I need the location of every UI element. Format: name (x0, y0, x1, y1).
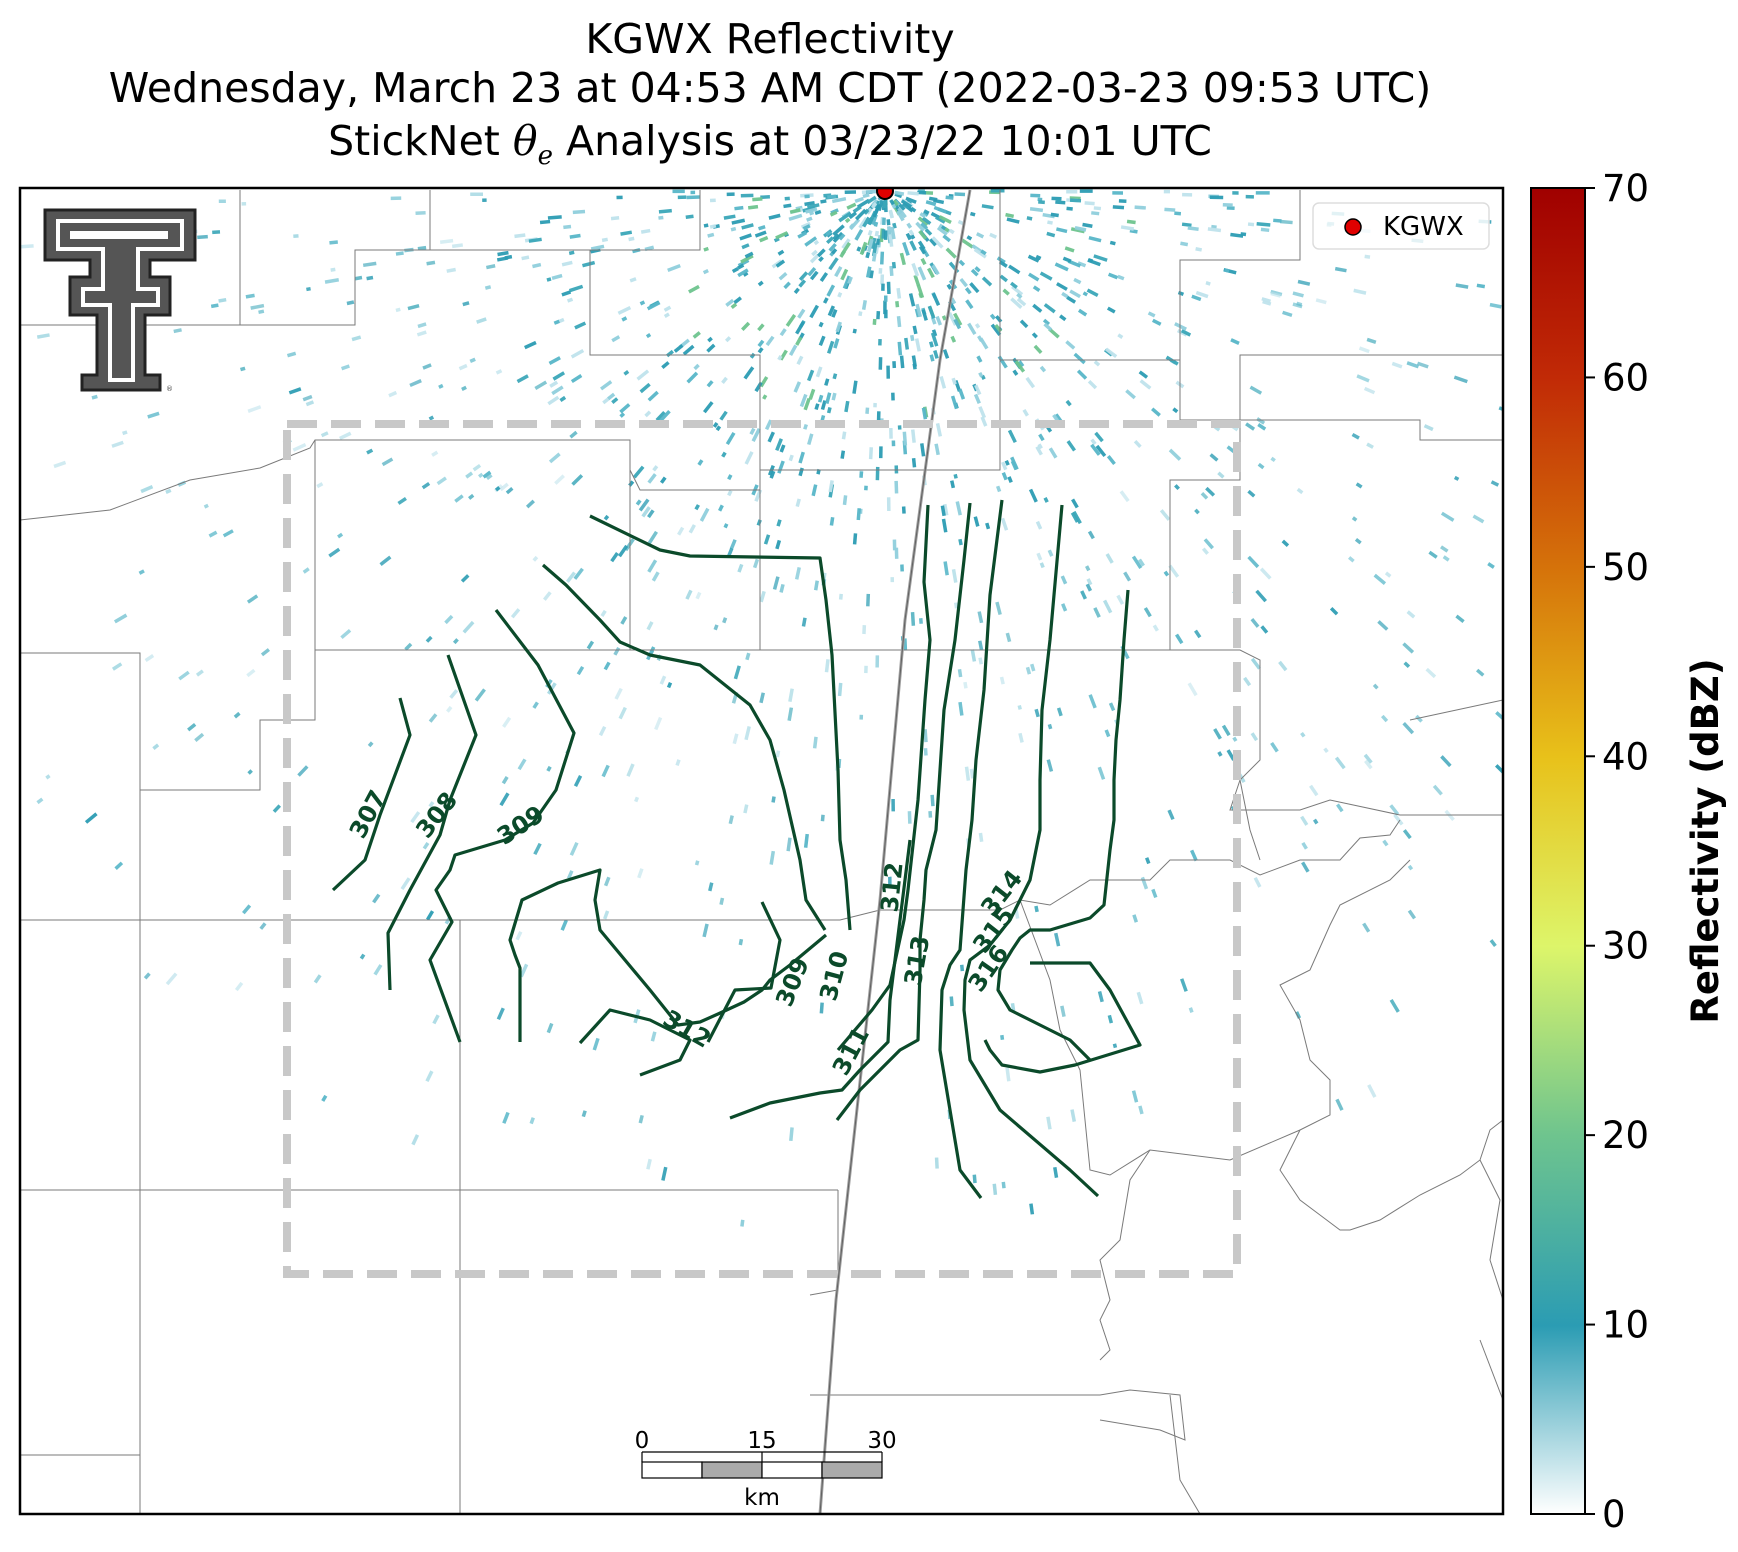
analysis-prefix: StickNet (328, 117, 513, 165)
contour-314 (938, 499, 1004, 1199)
map-title: KGWX Reflectivity (585, 15, 955, 63)
map-area: 307 308 309 309 310 311 312 312 313 314 … (20, 188, 1503, 1514)
svg-text:®: ® (166, 385, 173, 393)
contour-316 (996, 589, 1130, 1062)
colorbar-tick-label: 40 (1602, 735, 1649, 778)
colorbar-gradient (1530, 187, 1586, 1515)
colorbar-tick-label: 60 (1602, 356, 1649, 399)
colorbar-tick-label: 30 (1602, 925, 1649, 968)
colorbar-tick-label: 50 (1602, 546, 1649, 589)
colorbar-tick-label: 0 (1602, 1493, 1626, 1536)
scale-tick-label: 15 (747, 1428, 776, 1454)
map-subtitle-analysis: StickNet θe Analysis at 03/23/22 10:01 U… (0, 118, 1540, 179)
contour-313 (835, 502, 972, 1121)
colorbar-tick-label: 10 (1602, 1304, 1649, 1347)
contour-label: 312 (876, 861, 909, 914)
colorbar: 0 10 20 30 40 50 60 70 Reflectivity (dBZ) (1530, 167, 1727, 1536)
contour-315 (962, 504, 1100, 1198)
scale-bar: 0 15 30 km (635, 1428, 897, 1511)
contour-307 (331, 697, 412, 892)
map-subtitle-time: Wednesday, March 23 at 04:53 AM CDT (202… (108, 64, 1432, 112)
contour-312b (729, 839, 912, 1120)
scale-unit: km (744, 1485, 780, 1511)
contour-309 (428, 609, 576, 1043)
legend: KGWX (1312, 202, 1490, 250)
highway-line (818, 189, 972, 1514)
texas-tech-double-t-logo: ® (43, 208, 197, 393)
contour-309-valley (508, 868, 828, 1042)
legend-marker (1344, 218, 1362, 236)
colorbar-tick-label: 20 (1602, 1114, 1649, 1157)
contour-311 (836, 504, 932, 1052)
scale-tick-label: 30 (867, 1428, 896, 1454)
contour-309b (706, 901, 782, 1043)
contour-310 (589, 514, 852, 931)
colorbar-ticks: 0 10 20 30 40 50 60 70 (1585, 167, 1649, 1536)
analysis-suffix: Analysis at 03/23/22 10:01 UTC (552, 117, 1212, 165)
contour-312 (578, 1008, 692, 1077)
theta-symbol: θe (512, 117, 553, 172)
scale-tick-label: 0 (635, 1428, 650, 1454)
kgwx-radar-site-marker (876, 188, 894, 200)
contour-309-outer (541, 563, 827, 931)
map-frame (18, 186, 1505, 1516)
analysis-domain-box (283, 420, 1241, 1278)
legend-label: KGWX (1383, 212, 1464, 242)
colorbar-label: Reflectivity (dBZ) (1684, 658, 1727, 1023)
contour-316-loop (983, 961, 1142, 1074)
theta-e-contours (331, 499, 1142, 1199)
reflectivity-echoes (20, 189, 1503, 1227)
contour-308 (386, 654, 478, 991)
colorbar-tick-label: 70 (1602, 167, 1649, 210)
